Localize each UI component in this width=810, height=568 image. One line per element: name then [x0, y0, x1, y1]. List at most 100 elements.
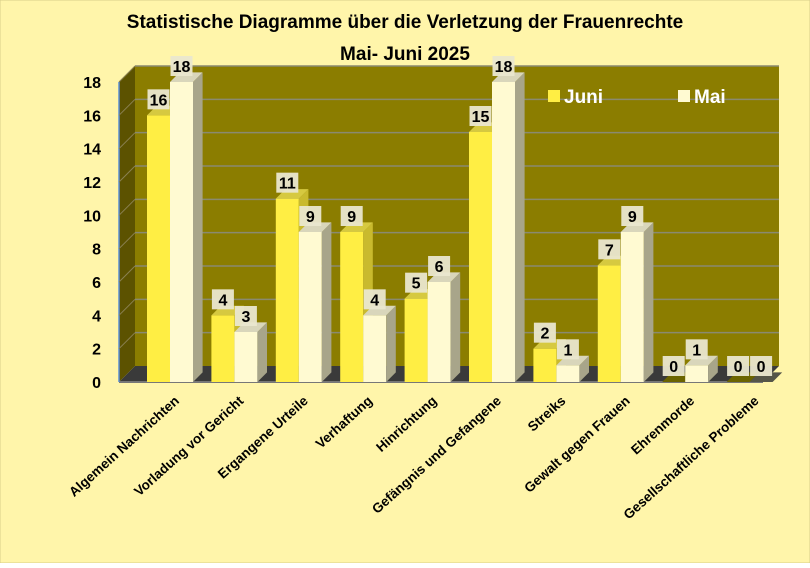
bar-juni: 0: [662, 356, 695, 382]
bar-side: [643, 222, 654, 382]
data-label: 1: [692, 342, 701, 359]
data-label: 7: [605, 242, 614, 259]
bar-mai: 4: [363, 289, 396, 382]
bar-side: [193, 72, 203, 383]
data-label-bg: [598, 239, 621, 260]
bar-mai: 9: [298, 206, 332, 382]
legend: Juni Mai: [548, 87, 726, 108]
bar-mai: 6: [427, 256, 461, 382]
bar-side: [450, 272, 461, 382]
bar-front: [427, 282, 451, 382]
bar-mai: 3: [234, 306, 267, 382]
bar-front: [340, 232, 364, 382]
gridline-side: [118, 165, 136, 183]
bar-front: [170, 82, 193, 382]
bar-front: [404, 298, 428, 382]
bar-front: [620, 232, 644, 382]
data-label: 11: [279, 176, 296, 193]
data-label-bg: [363, 289, 386, 310]
gridline-side: [118, 232, 136, 250]
bar-side: [579, 355, 589, 382]
data-label-bg: [685, 339, 708, 360]
data-label-bg: [533, 322, 556, 343]
data-label-bg: [211, 289, 234, 310]
y-tick-label: 12: [83, 175, 101, 192]
data-label-bg: [299, 206, 322, 226]
data-label: 9: [306, 209, 315, 226]
data-label-bg: [556, 339, 579, 360]
y-tick-label: 10: [83, 208, 101, 225]
bar-mai: 18: [492, 56, 525, 383]
data-label-bg: [170, 56, 193, 76]
data-label-bg: [428, 256, 451, 276]
y-tick-label: 0: [92, 375, 101, 392]
bar-front: [298, 232, 322, 382]
data-label: 0: [757, 359, 766, 376]
data-label: 2: [540, 326, 549, 343]
chart-subtitle: Mai- Juni 2025: [340, 44, 470, 65]
data-label: 15: [472, 109, 490, 126]
gridline-side: [118, 265, 136, 283]
bar-front: [363, 315, 387, 382]
gridline-side: [118, 198, 136, 216]
gridline-side: [118, 132, 136, 150]
data-label: 0: [734, 359, 743, 376]
legend-swatch-mai: [678, 90, 690, 102]
bar-front: [147, 115, 170, 382]
data-label: 18: [495, 59, 513, 76]
data-label-bg: [662, 356, 685, 376]
y-tick-label: 16: [83, 108, 101, 125]
legend-label-mai: Mai: [694, 87, 726, 108]
data-label-bg: [469, 106, 492, 126]
y-tick-label: 2: [92, 342, 101, 359]
data-label-bg: [276, 172, 299, 193]
legend-label-juni: Juni: [564, 87, 603, 108]
bar-side: [386, 305, 396, 382]
data-label-bg: [750, 356, 773, 376]
bar-side: [515, 72, 525, 383]
data-label-bg: [234, 306, 257, 326]
data-label: 9: [347, 209, 356, 226]
data-label: 16: [150, 92, 168, 109]
bar-front: [469, 132, 492, 382]
bar-front: [211, 315, 235, 382]
bar-mai: 0: [749, 356, 783, 382]
data-label-bg: [405, 272, 428, 293]
bar-mai: 1: [556, 339, 589, 382]
y-tick-label: 18: [83, 75, 101, 92]
data-label-bg: [147, 89, 170, 110]
bar-front: [275, 198, 299, 382]
data-label: 4: [370, 292, 379, 309]
y-tick-label: 14: [83, 142, 101, 159]
gridline-side: [118, 332, 136, 350]
data-label-bg: [727, 356, 750, 376]
data-label-bg: [492, 56, 515, 76]
bar-mai: 1: [685, 339, 718, 382]
data-label: 4: [218, 292, 227, 309]
data-label-bg: [621, 206, 644, 226]
bar-mai: 9: [620, 206, 654, 382]
bar-front: [492, 82, 515, 382]
data-label: 3: [241, 309, 250, 326]
bar-mai: 18: [170, 56, 203, 383]
data-label: 1: [563, 342, 572, 359]
y-tick-label: 6: [92, 275, 101, 292]
bar-front: [234, 332, 258, 382]
bar-front: [533, 348, 557, 382]
bar-front: [597, 265, 621, 382]
data-label: 9: [628, 209, 637, 226]
bar-side: [257, 322, 267, 382]
bar-side: [321, 222, 332, 382]
gridline-side: [118, 298, 136, 316]
bar-side: [708, 355, 718, 382]
bar-front: [556, 365, 580, 382]
bar-front: [685, 365, 709, 382]
data-label-bg: [340, 206, 363, 226]
chart-title: Statistische Diagramme über die Verletzu…: [126, 12, 684, 33]
data-label: 0: [669, 359, 678, 376]
data-label: 5: [412, 276, 421, 293]
gridline-side: [118, 98, 136, 116]
y-tick-label: 8: [92, 242, 101, 259]
y-tick-label: 4: [92, 308, 101, 325]
